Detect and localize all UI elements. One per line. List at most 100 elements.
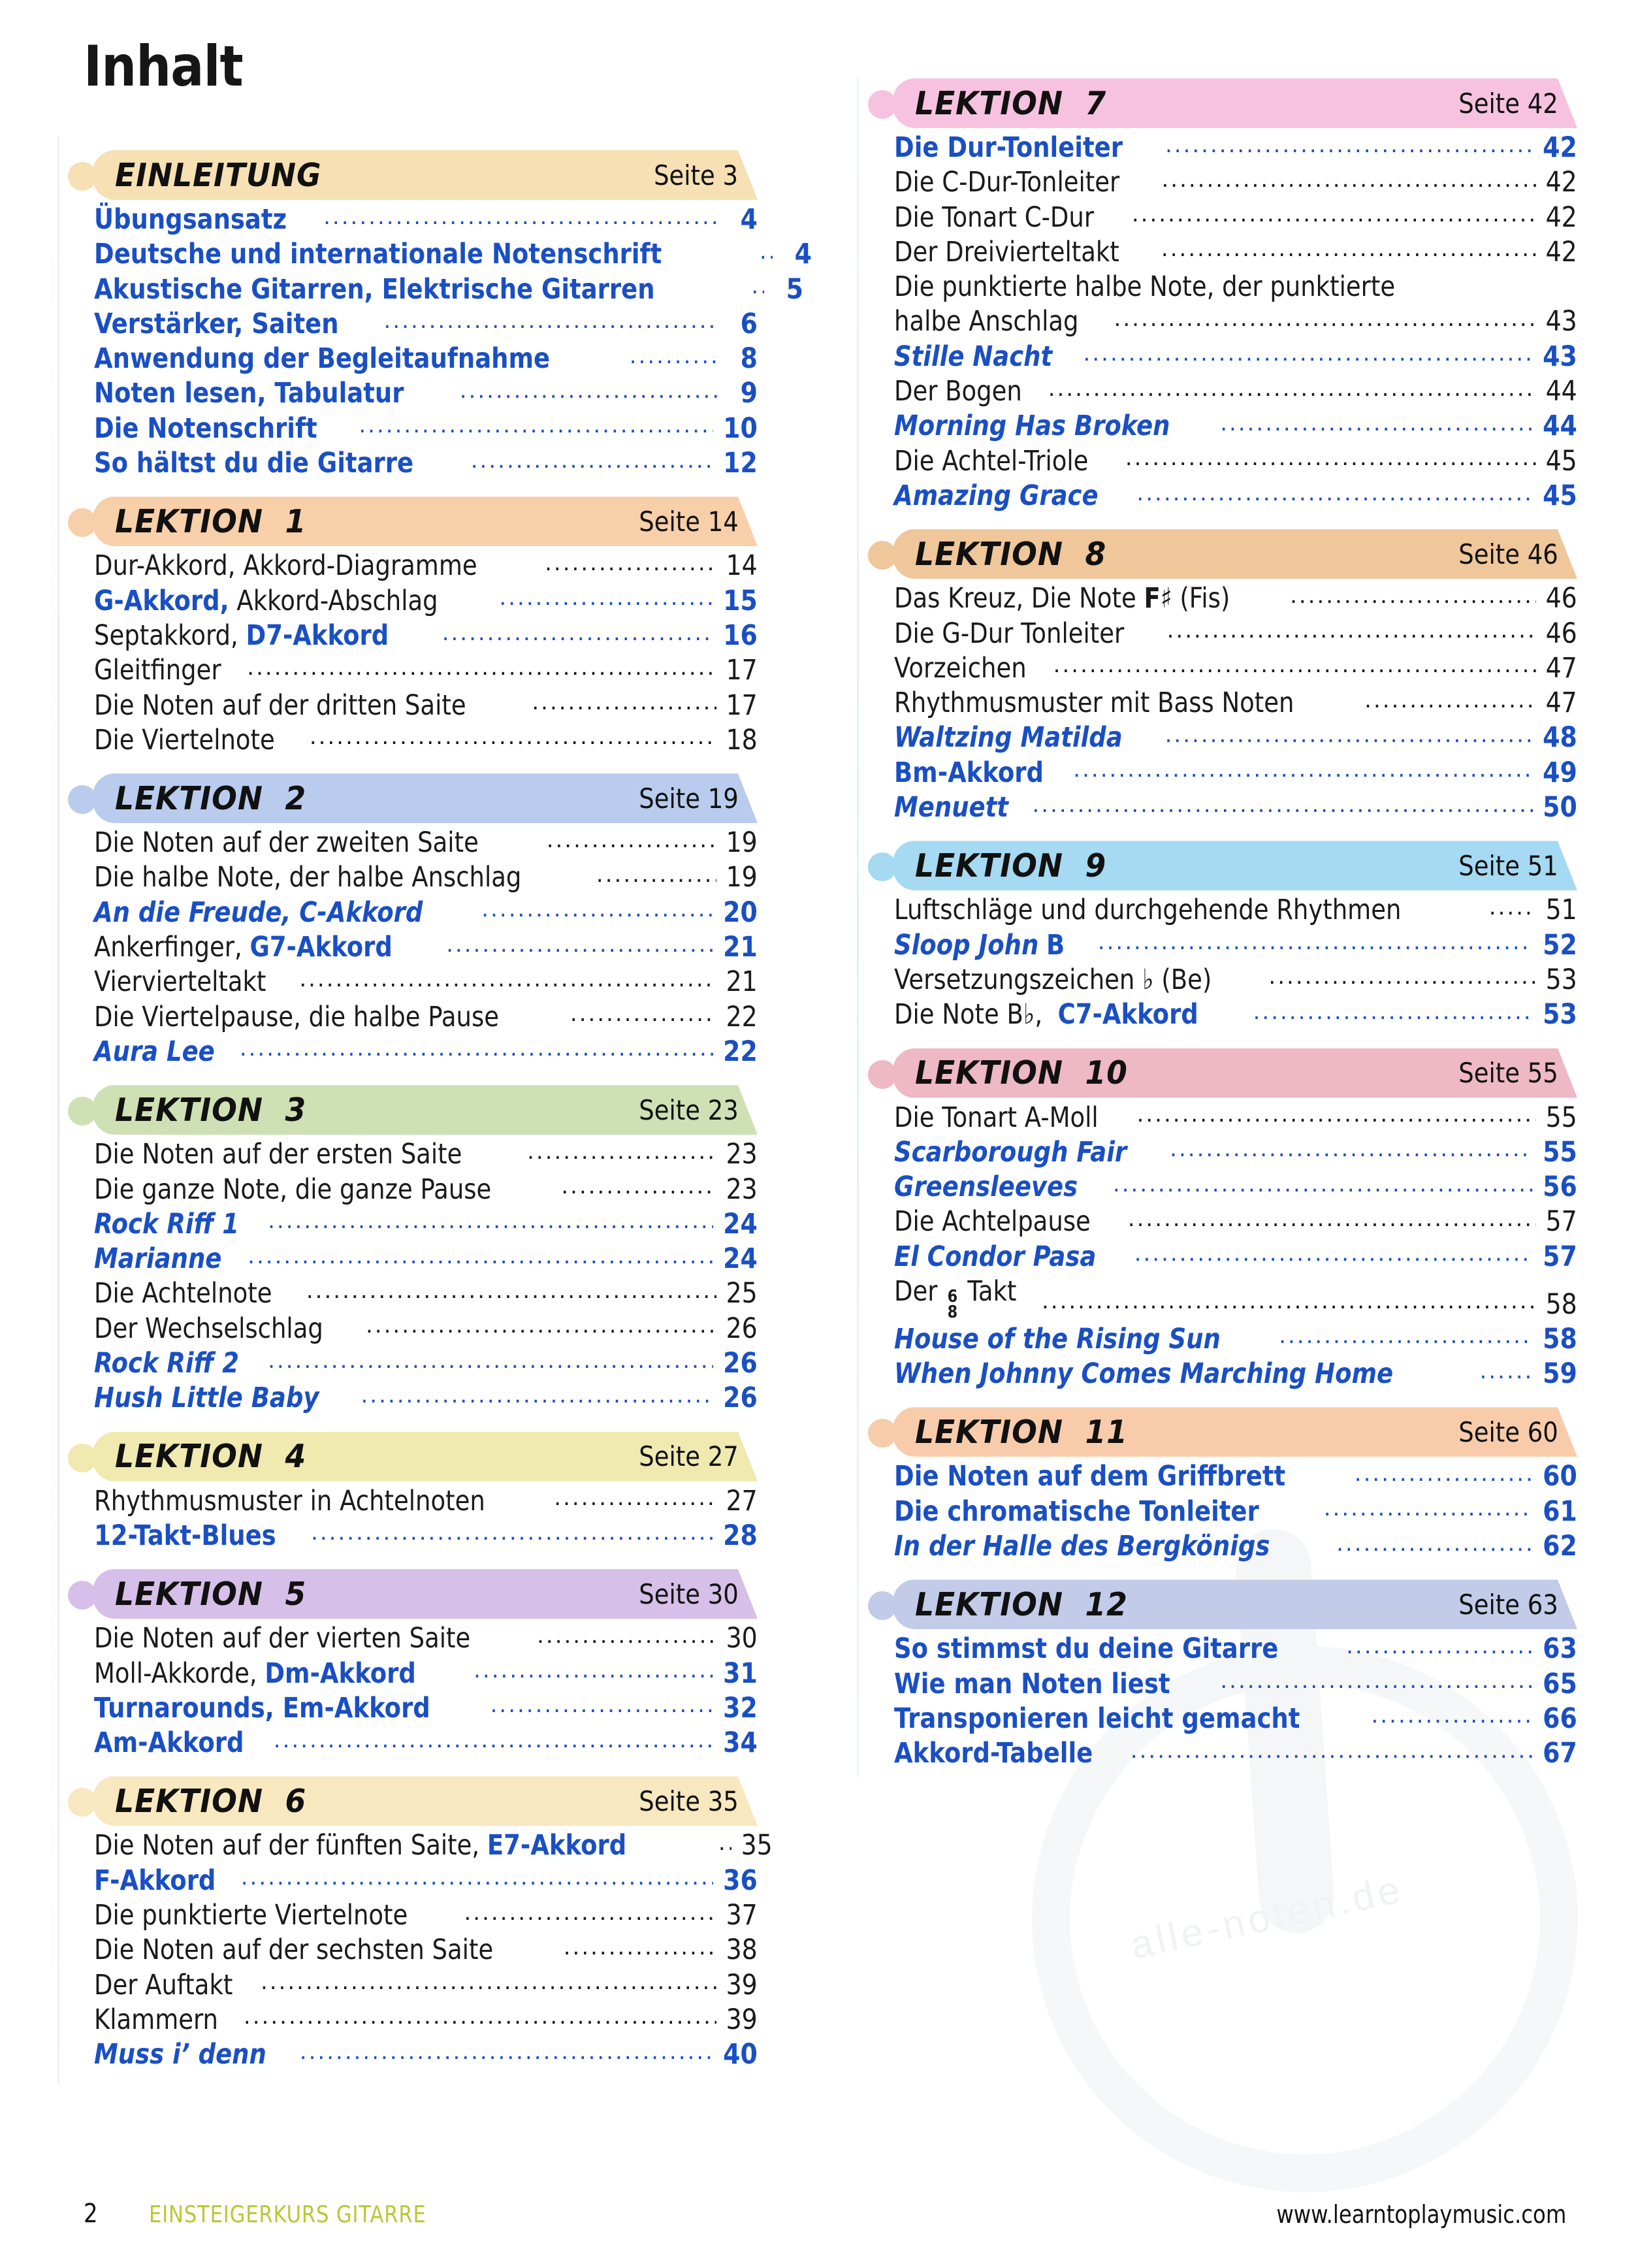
toc-entry[interactable]: Die chromatische Tonleiter..............… [894,1493,1577,1528]
toc-entry[interactable]: Moll-Akkorde, Dm-Akkord.................… [94,1655,758,1690]
toc-entry[interactable]: Übungsansatz............................… [94,201,758,236]
toc-entry[interactable]: Die Dur-Tonleiter.......................… [894,129,1577,164]
toc-entry[interactable]: Die Achtelnote..........................… [94,1275,758,1310]
toc-entry[interactable]: Greensleeves............................… [894,1169,1577,1203]
toc-entry[interactable]: Klammern................................… [94,2001,758,2036]
toc-entry[interactable]: Die punktierte Viertelnote..............… [94,1897,758,1932]
toc-entry[interactable]: Stille Nacht............................… [894,338,1577,373]
toc-entry[interactable]: Die Tonart C-Dur........................… [894,199,1577,234]
toc-entry[interactable]: When Johnny Comes Marching Home.........… [894,1355,1577,1390]
toc-entry[interactable]: Die Noten auf der dritten Saite.........… [94,687,758,722]
toc-entry[interactable]: Die Achtelpause.........................… [894,1203,1577,1238]
toc-entry-page: 4 [794,238,812,271]
toc-entry[interactable]: Akustische Gitarren, Elektrische Gitarre… [94,271,803,306]
toc-entry[interactable]: Dur-Akkord, Akkord-Diagramme............… [94,547,758,582]
toc-entry[interactable]: Akkord-Tabelle..........................… [894,1735,1577,1770]
section-banner-title: LEKTION 1 [115,502,307,540]
section-banner[interactable]: LEKTION 2 Seite 19 [93,773,758,823]
toc-entry[interactable]: Die Achtel-Triole.......................… [894,443,1577,478]
toc-entry[interactable]: Waltzing Matilda........................… [894,719,1577,754]
toc-entry[interactable]: Marianne................................… [94,1240,758,1275]
toc-entry[interactable]: House of the Rising Sun.................… [894,1321,1577,1355]
toc-entry[interactable]: Ankerfinger, G7-Akkord..................… [94,929,758,964]
toc-entry[interactable]: So stimmst du deine Gitarre.............… [894,1630,1577,1665]
toc-entry[interactable]: Bm-Akkord...............................… [894,754,1577,789]
toc-entry[interactable]: G-Akkord, Akkord-Abschlag...............… [94,583,758,617]
toc-entry[interactable]: Muss i’ denn............................… [94,2036,758,2071]
section-banner-page: Seite 42 [1458,87,1558,120]
toc-entry[interactable]: Die Notenschrift........................… [94,410,758,445]
section-banner-title: LEKTION 4 [115,1438,307,1476]
toc-entry[interactable]: Rock Riff 2.............................… [94,1345,758,1380]
toc-entry[interactable]: Die Noten auf der sechsten Saite........… [94,1932,758,1966]
section-banner[interactable]: LEKTION 4 Seite 27 [93,1432,758,1482]
toc-entry[interactable]: Rhythmusmuster mit Bass Noten...........… [894,685,1577,719]
toc-entry[interactable]: Deutsche und internationale Notenschrift… [94,236,812,270]
toc-entry[interactable]: Noten lesen, Tabulatur..................… [94,375,758,410]
toc-entry[interactable]: Die ganze Note, die ganze Pause.........… [94,1171,758,1206]
toc-entry[interactable]: Wie man Noten liest.....................… [894,1666,1577,1700]
section-banner-page: Seite 27 [638,1440,739,1473]
toc-entry[interactable]: Die Noten auf der vierten Saite.........… [94,1620,758,1655]
toc-entry[interactable]: Luftschläge und durchgehende Rhythmen...… [894,892,1577,926]
toc-entry[interactable]: Die Viertelpause, die halbe Pause.......… [94,999,758,1033]
toc-entry[interactable]: Morning Has Broken......................… [894,408,1577,442]
toc-entry[interactable]: Der Auftakt.............................… [94,1967,758,2001]
section-banner[interactable]: LEKTION 12 Seite 63 [893,1580,1577,1629]
toc-entry[interactable]: Anwendung der Begleitaufnahme...........… [94,340,758,375]
toc-entry[interactable]: Der Bogen...............................… [894,373,1577,408]
toc-entry[interactable]: Die G-Dur Tonleiter.....................… [894,615,1577,650]
toc-entry[interactable]: Viervierteltakt.........................… [94,964,758,998]
toc-entry[interactable]: Die Note B♭, C7-Akkord..................… [894,996,1577,1031]
toc-entry[interactable]: In der Halle des Bergkönigs.............… [894,1528,1577,1563]
toc-entry[interactable]: Die C-Dur-Tonleiter.....................… [894,164,1577,199]
toc-entry[interactable]: Transponieren leicht gemacht............… [894,1700,1577,1735]
section-banner[interactable]: EINLEITUNG Seite 3 [93,150,758,200]
footer-website-url[interactable]: www.learntoplaymusic.com [1276,2200,1566,2229]
toc-column-right: LEKTION 7 Seite 42 Die Dur-Tonleiter......… [865,78,1577,1787]
toc-entry[interactable]: Die Noten auf der zweiten Saite.........… [94,824,758,859]
section-banner[interactable]: LEKTION 10 Seite 55 [893,1048,1577,1098]
toc-entry[interactable]: Der Wechselschlag.......................… [94,1310,758,1345]
toc-entry[interactable]: Menuett.................................… [894,789,1577,824]
section-banner[interactable]: LEKTION 11 Seite 60 [893,1407,1577,1457]
toc-entry[interactable]: F-Akkord................................… [94,1862,758,1897]
toc-entry[interactable]: Rock Riff 1.............................… [94,1206,758,1240]
toc-entry[interactable]: El Condor Pasa..........................… [894,1239,1577,1273]
toc-entry[interactable]: Die Noten auf dem Griffbrett............… [894,1458,1577,1493]
toc-entry[interactable]: Vorzeichen..............................… [894,650,1577,685]
section-banner[interactable]: LEKTION 8 Seite 46 [893,529,1577,579]
toc-entry[interactable]: An die Freude, C-Akkord.................… [94,894,758,929]
toc-entry[interactable]: Die punktierte halbe Note, der punktiert… [894,268,1577,338]
toc-entry[interactable]: Rhythmusmuster in Achtelnoten...........… [94,1483,758,1517]
toc-entry[interactable]: Amazing Grace...........................… [894,478,1577,512]
section-banner[interactable]: LEKTION 1 Seite 14 [93,496,758,546]
section-banner[interactable]: LEKTION 7 Seite 42 [893,78,1577,128]
section-banner[interactable]: LEKTION 6 Seite 35 [93,1776,758,1826]
toc-entry[interactable]: Turnarounds, Em-Akkord..................… [94,1690,758,1725]
toc-entry[interactable]: Hush Little Baby........................… [94,1380,758,1414]
toc-entry[interactable]: Der Dreivierteltakt.....................… [894,234,1577,268]
section-banner[interactable]: LEKTION 3 Seite 23 [93,1085,758,1135]
toc-entry[interactable]: Am-Akkord...............................… [94,1725,758,1759]
section-banner[interactable]: LEKTION 5 Seite 30 [93,1569,758,1619]
toc-entry[interactable]: Gleitfinger.............................… [94,652,758,687]
toc-entry[interactable]: Verstärker, Saiten......................… [94,306,758,340]
toc-entry[interactable]: Aura Lee................................… [94,1033,758,1068]
toc-entry[interactable]: Das Kreuz, Die Note F♯ (Fis)............… [894,580,1577,615]
toc-entry[interactable]: 12-Takt-Blues...........................… [94,1517,758,1552]
toc-entry-page: 17 [726,654,758,687]
toc-entry[interactable]: Versetzungszeichen ♭ (Be)...............… [894,962,1577,996]
toc-entry[interactable]: Septakkord, D7-Akkord...................… [94,617,758,652]
toc-entry[interactable]: Die Noten auf der fünften Saite, E7-Akko… [94,1827,773,1862]
section-banner[interactable]: LEKTION 9 Seite 51 [893,841,1577,890]
toc-entry[interactable]: Scarborough Fair........................… [894,1134,1577,1169]
toc-entry[interactable]: Die Viertelnote.........................… [94,722,758,756]
toc-entry-continuation[interactable]: halbe Anschlag..........................… [894,303,1577,338]
toc-entry[interactable]: Die Tonart A-Moll.......................… [894,1099,1577,1134]
toc-entry[interactable]: So hältst du die Gitarre................… [94,445,758,479]
toc-entry[interactable]: Sloop John B............................… [894,927,1577,962]
toc-entry[interactable]: Die Noten auf der ersten Saite..........… [94,1136,758,1171]
toc-entry[interactable]: Die halbe Note, der halbe Anschlag......… [94,859,758,894]
